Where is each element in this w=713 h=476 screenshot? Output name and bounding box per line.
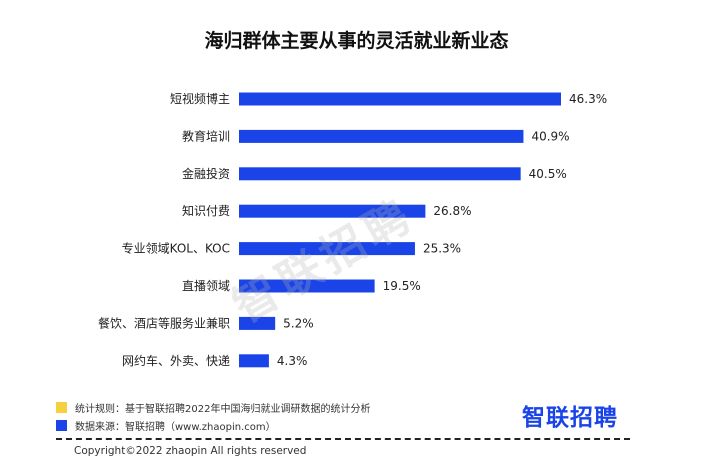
bar (239, 92, 561, 106)
category-label: 短视频博主 (170, 91, 230, 106)
category-label: 餐饮、酒店等服务业兼职 (98, 315, 230, 330)
legend-rule-text: 统计规则：基于智联招聘2022年中国海归就业调研数据的统计分析 (75, 404, 371, 415)
bar (239, 167, 521, 181)
copyright-text: Copyright©2022 zhaopin All rights reserv… (74, 445, 307, 457)
bar (239, 204, 426, 218)
data-label: 40.9% (531, 129, 569, 143)
bar-chart: 短视频博主 46.3% 教育培训 40.9% 金融投资 40.5% 知识付费 26.8% 专业领… (98, 91, 607, 368)
legend-rule-swatch (56, 402, 67, 413)
data-label: 5.2% (283, 316, 314, 330)
data-label: 40.5% (529, 167, 567, 181)
category-label: 知识付费 (182, 204, 230, 218)
category-label: 直播领域 (182, 279, 230, 293)
data-label: 19.5% (383, 279, 421, 293)
legend-rule-row: 统计规则：基于智联招聘2022年中国海归就业调研数据的统计分析 (56, 400, 370, 415)
bar (239, 129, 524, 143)
bar (239, 354, 269, 368)
bar (239, 316, 276, 330)
category-label: 教育培训 (182, 128, 230, 143)
chart-title: 海归群体主要从事的灵活就业新业态 (204, 30, 509, 52)
footer-divider (56, 438, 630, 440)
brand-logo: 智联招聘 (522, 405, 618, 431)
data-label: 4.3% (277, 354, 308, 368)
data-label: 26.8% (433, 204, 471, 218)
category-label: 专业领域KOL、KOC (122, 241, 230, 256)
data-label: 46.3% (569, 92, 607, 106)
legend-source-text: 数据来源：智联招聘（www.zhaopin.com） (75, 422, 276, 433)
legend-source-row: 数据来源：智联招聘（www.zhaopin.com） (56, 418, 276, 433)
bar (239, 242, 415, 256)
category-label: 网约车、外卖、快递 (122, 353, 230, 368)
data-label: 25.3% (423, 242, 461, 256)
bar (239, 279, 375, 293)
legend-source-swatch (56, 420, 67, 431)
category-label: 金融投资 (182, 166, 230, 181)
